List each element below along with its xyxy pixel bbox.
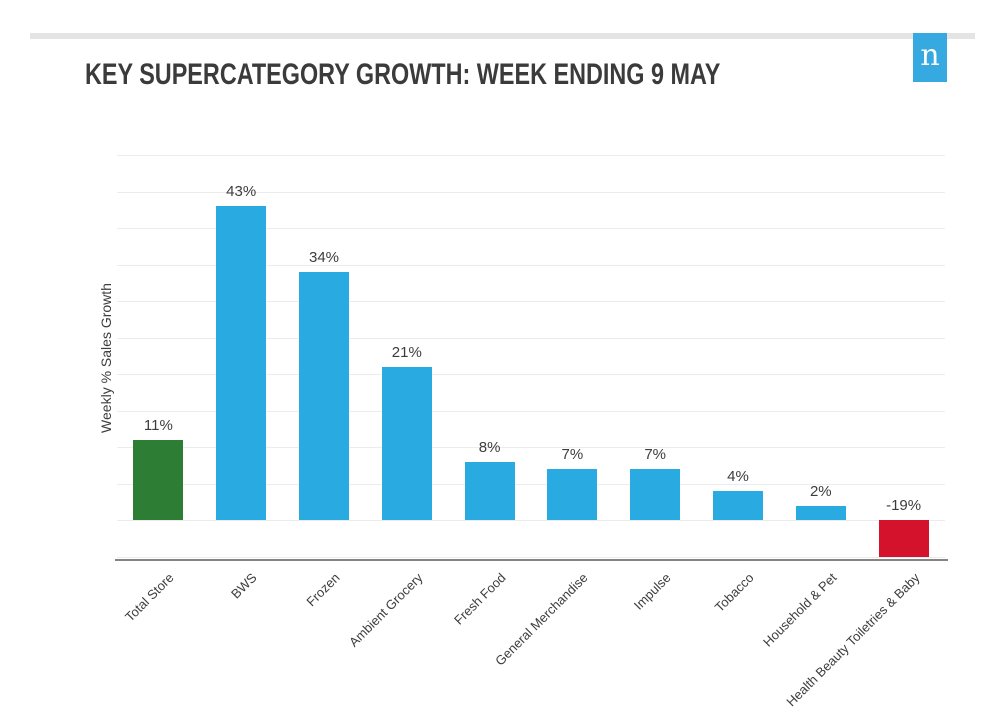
bar-value-household-pet: 2%: [809, 482, 832, 500]
plot-area: 11% 43% 34% 21% 8% 7% 7% 4% 2% -19%: [117, 155, 945, 558]
gridline-25: [117, 337, 945, 339]
gridline-35: [117, 264, 945, 266]
x-axis-label-fresh-food: Fresh Food: [450, 570, 509, 628]
x-axis-label-health-beauty-toiletries-baby: Health Beauty Toiletries & Baby: [782, 570, 923, 710]
gridline-20: [117, 374, 945, 376]
bar-general-merchandise: [547, 469, 598, 521]
bar-ambient-grocery: [381, 366, 432, 521]
x-axis-line: [115, 559, 948, 561]
x-axis-label-ambient-grocery: Ambient Grocery: [345, 570, 426, 650]
gridline-10: [117, 447, 945, 449]
bar-frozen: [299, 271, 349, 521]
bar-impulse: [630, 469, 681, 521]
bar-value-tobacco: 4%: [727, 468, 749, 486]
top-divider: [30, 33, 975, 39]
gridline-50: [117, 155, 945, 156]
bar-value-fresh-food: 8%: [478, 438, 501, 456]
nielsen-logo: n: [913, 33, 947, 82]
x-axis-label-impulse: Impulse: [630, 570, 674, 613]
bar-value-impulse: 7%: [644, 446, 667, 464]
bar-bws: [216, 206, 267, 521]
x-axis-label-tobacco: Tobacco: [711, 570, 757, 615]
x-axis-label-bws: BWS: [228, 570, 260, 602]
bar-value-health-beauty-toiletries-baby: -19%: [886, 497, 922, 515]
gridline-40: [117, 228, 945, 230]
bar-value-frozen: 34%: [308, 248, 340, 266]
bar-value-general-merchandise: 7%: [561, 446, 584, 464]
gridline-30: [117, 301, 945, 303]
x-axis-label-general-merchandise: General Merchandise: [492, 570, 591, 669]
nielsen-logo-letter: n: [920, 37, 940, 73]
bar-total-store: [133, 440, 184, 521]
x-axis-label-household-pet: Household & Pet: [759, 570, 840, 650]
bar-value-total-store: 11%: [143, 417, 173, 435]
bar-health-beauty-toiletries-baby: [878, 520, 929, 557]
bar-value-ambient-grocery: 21%: [391, 343, 422, 361]
gridline--5: [117, 557, 945, 558]
x-axis-label-frozen: Frozen: [303, 570, 343, 610]
gridline-0: [117, 520, 945, 522]
bar-household-pet: [795, 505, 846, 521]
gridline-45: [117, 191, 945, 193]
bar-tobacco: [713, 491, 763, 521]
bar-value-bws: 43%: [226, 183, 257, 201]
gridline-5: [117, 483, 945, 485]
chart-title: KEY SUPERCATEGORY GROWTH: WEEK ENDING 9 …: [85, 58, 721, 91]
bar-fresh-food: [464, 461, 515, 521]
x-axis-label-total-store: Total Store: [122, 570, 178, 625]
gridline-15: [117, 410, 945, 412]
y-axis-label: Weekly % Sales Growth: [98, 283, 114, 433]
